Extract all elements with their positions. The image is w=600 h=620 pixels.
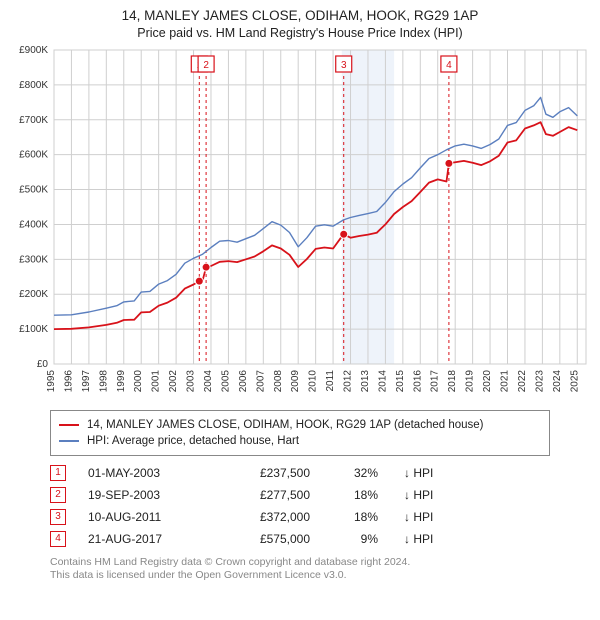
event-pct: 9% bbox=[332, 532, 382, 546]
svg-text:2014: 2014 bbox=[377, 370, 388, 393]
legend-label: HPI: Average price, detached house, Hart bbox=[87, 433, 299, 449]
event-pct: 18% bbox=[332, 510, 382, 524]
legend-item: HPI: Average price, detached house, Hart bbox=[59, 433, 541, 449]
legend-swatch bbox=[59, 440, 79, 441]
svg-text:2007: 2007 bbox=[255, 370, 266, 393]
svg-text:2015: 2015 bbox=[395, 370, 406, 393]
event-pct: 18% bbox=[332, 488, 382, 502]
svg-text:2003: 2003 bbox=[186, 370, 197, 393]
event-badge: 1 bbox=[50, 465, 66, 481]
svg-text:2011: 2011 bbox=[325, 370, 336, 392]
svg-text:£200K: £200K bbox=[19, 289, 48, 300]
svg-text:£600K: £600K bbox=[19, 150, 48, 161]
svg-text:£800K: £800K bbox=[19, 80, 48, 91]
svg-text:2009: 2009 bbox=[290, 370, 301, 393]
svg-text:2: 2 bbox=[203, 60, 209, 71]
chart-svg: £0 £100K £200K £300K £400K £500K £600K £700K £80… bbox=[10, 44, 590, 404]
event-date: 21-AUG-2017 bbox=[88, 532, 198, 546]
event-row: 3 10-AUG-2011 £372,000 18% ↓ HPI bbox=[50, 506, 570, 528]
event-direction: ↓ HPI bbox=[404, 466, 474, 480]
svg-text:2017: 2017 bbox=[430, 370, 441, 393]
svg-text:3: 3 bbox=[341, 60, 347, 71]
footer-line-1: Contains HM Land Registry data © Crown c… bbox=[50, 556, 590, 569]
svg-text:2005: 2005 bbox=[220, 370, 231, 393]
event-badge: 2 bbox=[50, 487, 66, 503]
footer: Contains HM Land Registry data © Crown c… bbox=[50, 556, 590, 582]
event-price: £277,500 bbox=[220, 488, 310, 502]
svg-text:1996: 1996 bbox=[63, 370, 74, 393]
svg-text:2024: 2024 bbox=[552, 370, 563, 393]
event-pct: 32% bbox=[332, 466, 382, 480]
svg-text:£300K: £300K bbox=[19, 254, 48, 265]
event-badge: 3 bbox=[50, 509, 66, 525]
svg-text:2022: 2022 bbox=[517, 370, 528, 393]
svg-text:2001: 2001 bbox=[151, 370, 162, 393]
svg-text:£500K: £500K bbox=[19, 185, 48, 196]
svg-text:2018: 2018 bbox=[447, 370, 458, 393]
legend: 14, MANLEY JAMES CLOSE, ODIHAM, HOOK, RG… bbox=[50, 410, 550, 456]
event-price: £237,500 bbox=[220, 466, 310, 480]
svg-text:2012: 2012 bbox=[343, 370, 354, 393]
svg-text:1995: 1995 bbox=[46, 370, 57, 393]
svg-text:2020: 2020 bbox=[482, 370, 493, 393]
event-price: £575,000 bbox=[220, 532, 310, 546]
svg-text:2000: 2000 bbox=[133, 370, 144, 393]
svg-text:1997: 1997 bbox=[81, 370, 92, 393]
event-date: 01-MAY-2003 bbox=[88, 466, 198, 480]
event-direction: ↓ HPI bbox=[404, 532, 474, 546]
svg-text:£900K: £900K bbox=[19, 45, 48, 56]
svg-text:2002: 2002 bbox=[168, 370, 179, 393]
svg-text:2006: 2006 bbox=[238, 370, 249, 393]
svg-text:1999: 1999 bbox=[116, 370, 127, 393]
event-price: £372,000 bbox=[220, 510, 310, 524]
svg-text:2004: 2004 bbox=[203, 370, 214, 393]
svg-text:2019: 2019 bbox=[465, 370, 476, 393]
event-date: 10-AUG-2011 bbox=[88, 510, 198, 524]
line-chart: £0 £100K £200K £300K £400K £500K £600K £700K £80… bbox=[10, 44, 590, 404]
event-direction: ↓ HPI bbox=[404, 510, 474, 524]
event-row: 4 21-AUG-2017 £575,000 9% ↓ HPI bbox=[50, 528, 570, 550]
svg-text:£100K: £100K bbox=[19, 324, 48, 335]
event-date: 19-SEP-2003 bbox=[88, 488, 198, 502]
event-row: 2 19-SEP-2003 £277,500 18% ↓ HPI bbox=[50, 484, 570, 506]
svg-text:4: 4 bbox=[446, 60, 452, 71]
page-title: 14, MANLEY JAMES CLOSE, ODIHAM, HOOK, RG… bbox=[10, 8, 590, 23]
svg-text:2013: 2013 bbox=[360, 370, 371, 393]
event-direction: ↓ HPI bbox=[404, 488, 474, 502]
svg-text:2008: 2008 bbox=[273, 370, 284, 393]
svg-text:2021: 2021 bbox=[500, 370, 511, 393]
event-badge: 4 bbox=[50, 531, 66, 547]
events-table: 1 01-MAY-2003 £237,500 32% ↓ HPI 2 19-SEP-2003… bbox=[50, 462, 570, 550]
svg-text:£0: £0 bbox=[37, 359, 49, 370]
svg-text:2010: 2010 bbox=[308, 370, 319, 393]
svg-text:2016: 2016 bbox=[412, 370, 423, 393]
page: 14, MANLEY JAMES CLOSE, ODIHAM, HOOK, RG… bbox=[0, 0, 600, 620]
svg-text:2025: 2025 bbox=[569, 370, 580, 393]
svg-text:£400K: £400K bbox=[19, 219, 48, 230]
svg-text:1998: 1998 bbox=[98, 370, 109, 393]
page-subtitle: Price paid vs. HM Land Registry's House … bbox=[10, 26, 590, 40]
svg-text:2023: 2023 bbox=[534, 370, 545, 393]
legend-item: 14, MANLEY JAMES CLOSE, ODIHAM, HOOK, RG… bbox=[59, 417, 541, 433]
svg-text:£700K: £700K bbox=[19, 115, 48, 126]
legend-swatch bbox=[59, 424, 79, 426]
legend-label: 14, MANLEY JAMES CLOSE, ODIHAM, HOOK, RG… bbox=[87, 417, 484, 433]
footer-line-2: This data is licensed under the Open Gov… bbox=[50, 569, 590, 582]
event-row: 1 01-MAY-2003 £237,500 32% ↓ HPI bbox=[50, 462, 570, 484]
